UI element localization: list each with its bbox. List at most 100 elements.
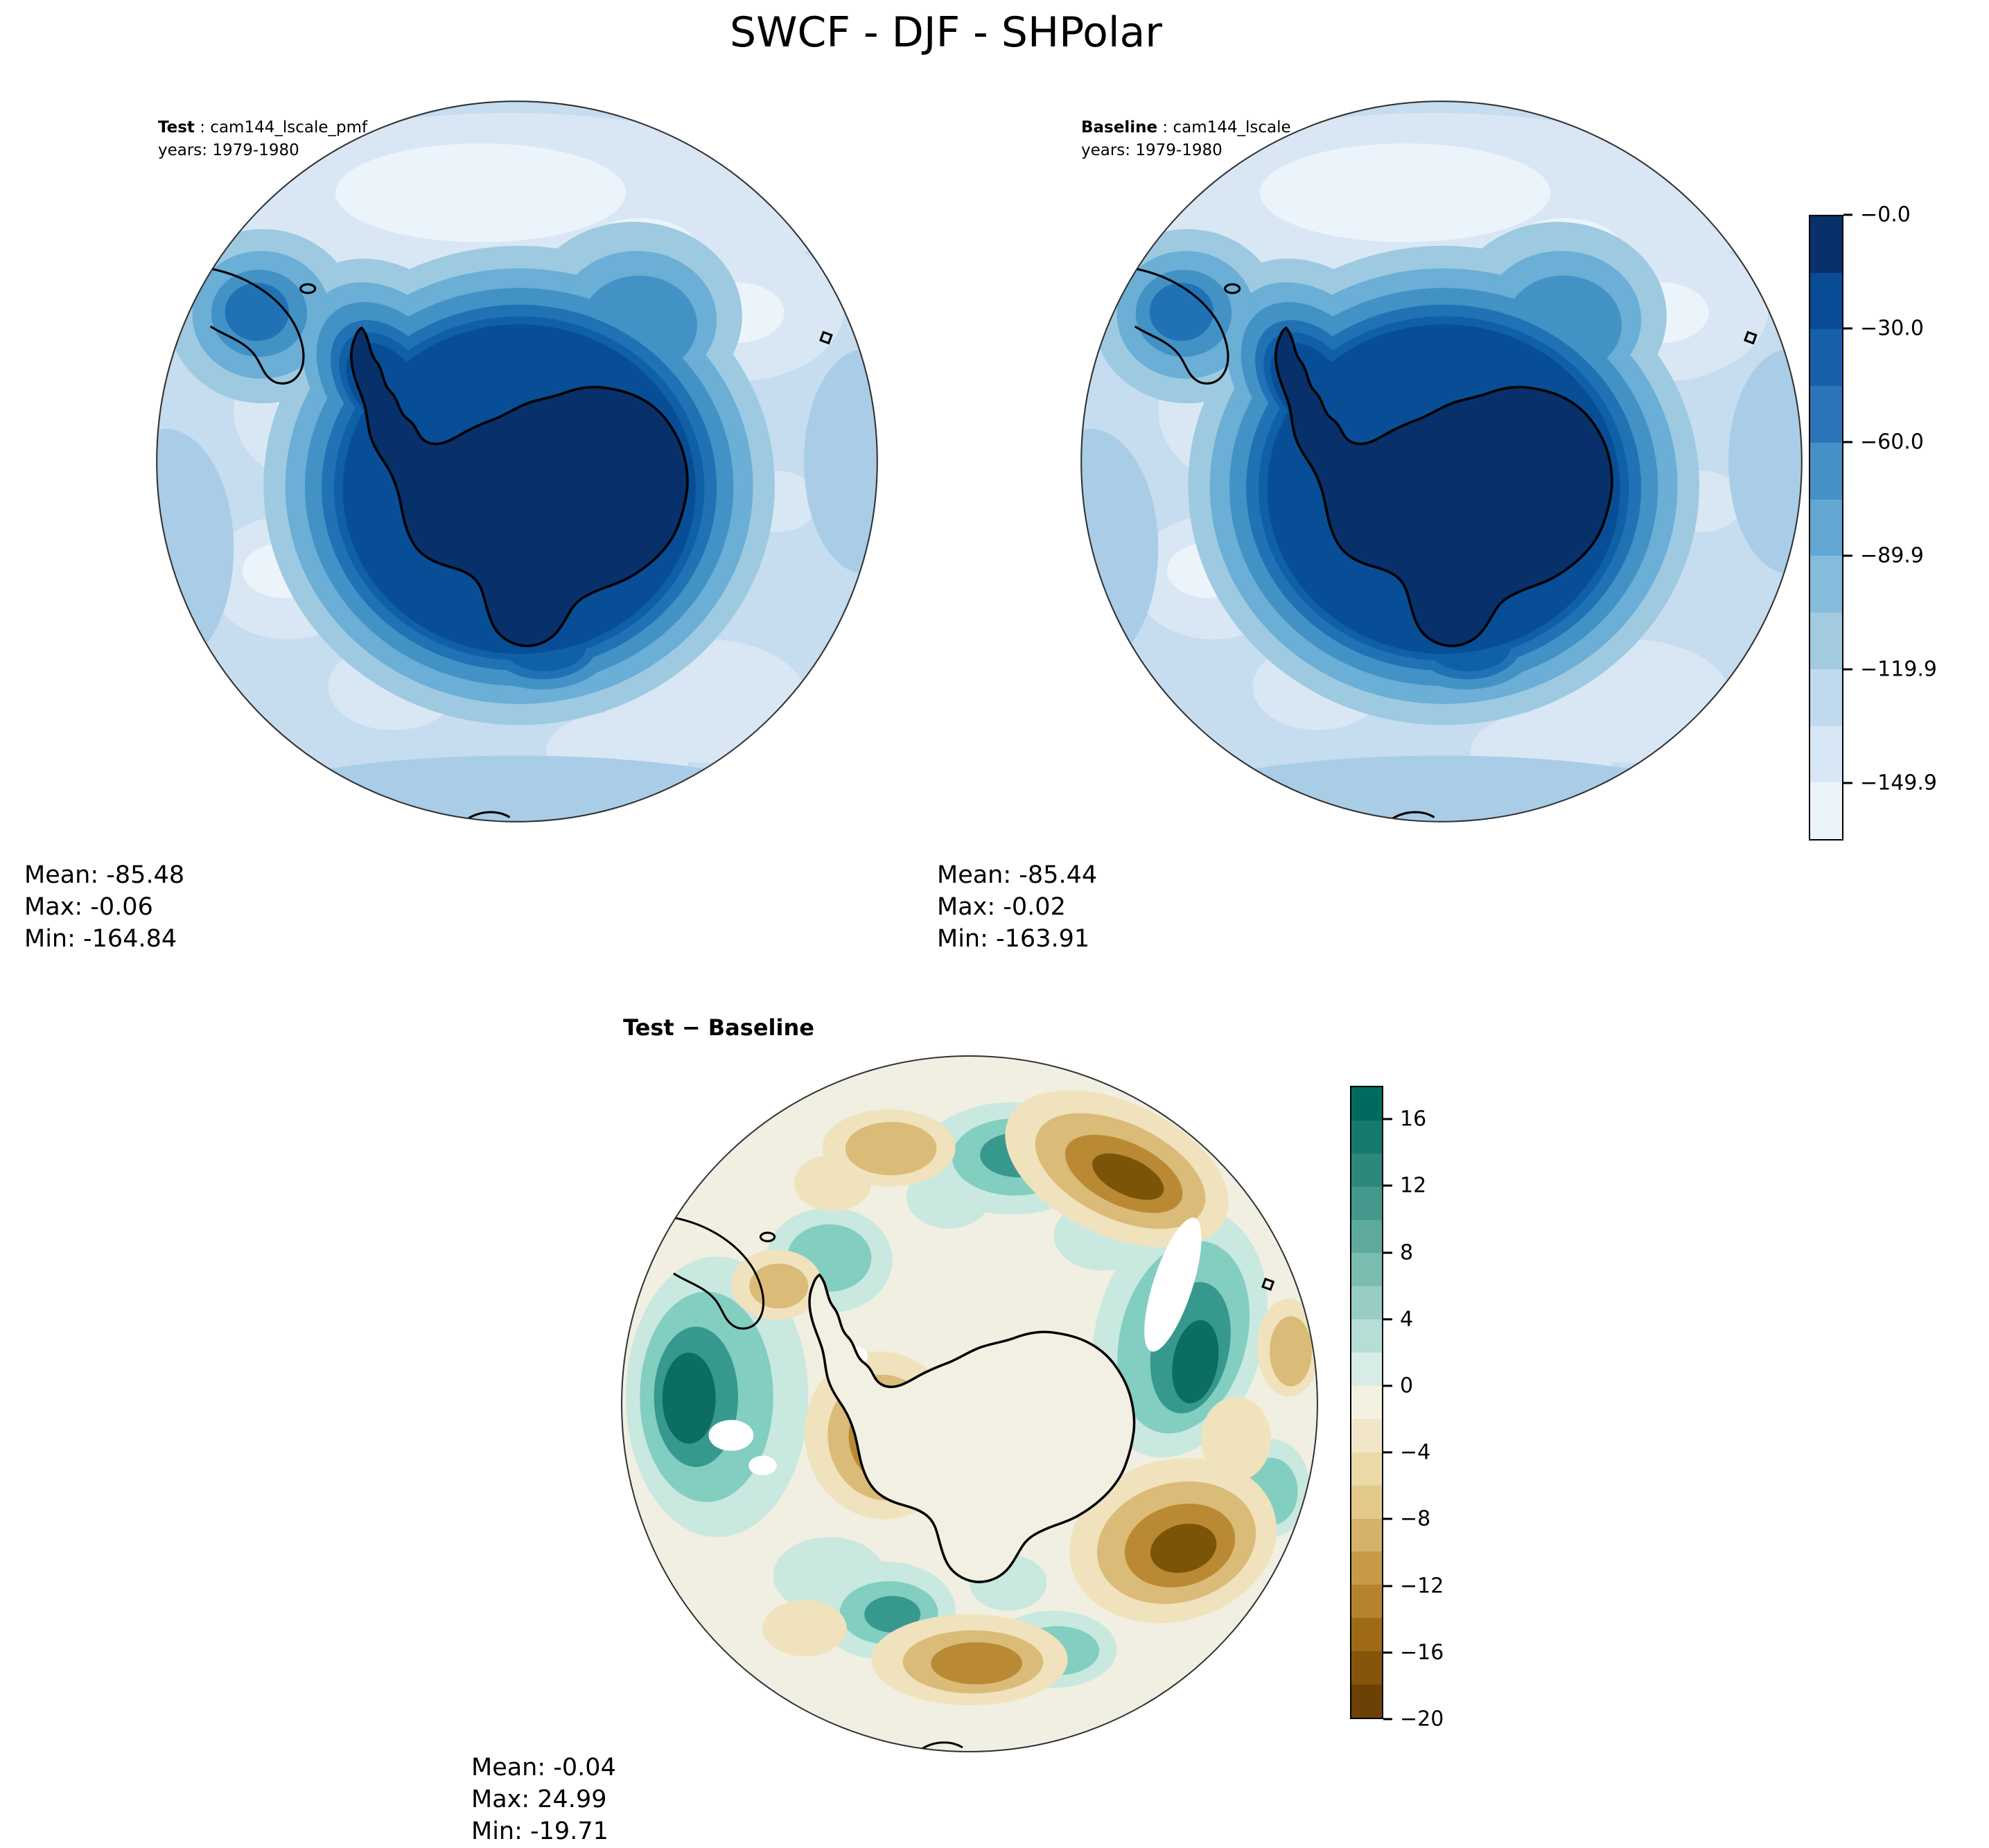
colorbar-segment	[1351, 1186, 1382, 1220]
diff-stats: Mean: -0.04 Max: 24.99 Min: -19.71	[471, 1752, 616, 1847]
colorbar-tick-label: 4	[1400, 1307, 1414, 1332]
colorbar-segment	[1351, 1087, 1382, 1120]
colorbar-segment	[1810, 669, 1842, 726]
main-colorbar-ticks: −0.0 −30.0 −60.0 −89.9 −119.9 −149.9	[1809, 203, 1937, 841]
test-panel-years: years: 1979-1980	[158, 141, 299, 159]
colorbar-tick-mark	[1383, 1118, 1392, 1120]
test-stats: Mean: -85.48 Max: -0.06 Min: -164.84	[24, 859, 184, 955]
colorbar-tick-label: 8	[1400, 1240, 1414, 1265]
diff-map-svg	[621, 1055, 1318, 1752]
coastlines	[1123, 265, 1758, 822]
colorbar-tick: −20	[1383, 1707, 1444, 1732]
baseline-stat-min: Min: -163.91	[937, 925, 1090, 953]
colorbar-tick-mark	[1843, 213, 1852, 216]
colorbar-tick-mark	[1843, 554, 1852, 557]
colorbar-tick-label: −16	[1400, 1640, 1444, 1665]
colorbar-tick-label: −12	[1400, 1574, 1444, 1599]
baseline-stat-max: Max: -0.02	[937, 893, 1066, 921]
map-base	[1081, 101, 1802, 822]
colorbar-segment	[1351, 1485, 1382, 1519]
colorbar-segment	[1351, 1518, 1382, 1552]
diff-stat-max: Max: 24.99	[471, 1786, 607, 1813]
colorbar-segment	[1351, 1153, 1382, 1187]
baseline-panel-header: Baseline : cam144_lscale years: 1979-198…	[1081, 116, 1291, 162]
colorbar-tick-label: −30.0	[1860, 316, 1924, 341]
colorbar-tick: 4	[1383, 1307, 1413, 1331]
baseline-map	[1078, 98, 1805, 825]
baseline-panel-years: years: 1979-1980	[1081, 141, 1223, 159]
test-map-svg	[156, 100, 878, 822]
diff-map	[619, 1053, 1320, 1754]
colorbar-tick-mark	[1843, 441, 1852, 443]
colorbar-tick: −119.9	[1843, 658, 1937, 682]
colorbar-tick-label: −0.0	[1860, 202, 1911, 227]
diff-stat-min: Min: -19.71	[471, 1818, 608, 1845]
colorbar-tick-mark	[1383, 1318, 1392, 1321]
colorbar-segment	[1351, 1253, 1382, 1287]
colorbar-tick-label: 16	[1400, 1107, 1427, 1132]
colorbar-tick: −4	[1383, 1441, 1430, 1465]
diff-colorbar-ticks: 16 12 8 4 0 −4 −8 −12 −16 −20	[1350, 1086, 1444, 1732]
colorbar-tick: −30.0	[1843, 317, 1924, 341]
colorbar-segment	[1810, 499, 1842, 556]
colorbar-segment	[1351, 1286, 1382, 1320]
test-panel-title: Test : cam144_lscale_pmf	[158, 116, 367, 139]
colorbar-tick-label: 12	[1400, 1173, 1427, 1198]
colorbar-segment	[1810, 782, 1842, 840]
test-panel-dataset: : cam144_lscale_pmf	[194, 118, 368, 137]
test-map	[154, 98, 880, 825]
figure-title: SWCF - DJF - SHPolar	[730, 8, 1162, 57]
test-map-svg	[1080, 100, 1803, 822]
colorbar-tick: 12	[1383, 1174, 1426, 1198]
colorbar-tick-label: −89.9	[1860, 543, 1924, 568]
colorbar-segment	[1351, 1120, 1382, 1154]
colorbar-tick-mark	[1383, 1517, 1392, 1520]
diff-map-base	[622, 1056, 1317, 1752]
colorbar-tick-label: −8	[1400, 1506, 1431, 1531]
colorbar-tick-label: −20	[1400, 1707, 1444, 1732]
colorbar-segment	[1810, 725, 1842, 783]
colorbar-segment	[1351, 1651, 1382, 1685]
colorbar-tick: −149.9	[1843, 771, 1937, 795]
antarctica-landmass	[350, 326, 689, 648]
colorbar-tick-mark	[1383, 1718, 1392, 1721]
main-colorbar-gradient	[1809, 215, 1843, 841]
colorbar-segment	[1810, 216, 1842, 273]
baseline-panel-title: Baseline : cam144_lscale	[1081, 116, 1291, 139]
colorbar-segment	[1351, 1418, 1382, 1452]
colorbar-tick-mark	[1383, 1651, 1392, 1654]
colorbar-segment	[1351, 1684, 1382, 1718]
colorbar-segment	[1351, 1386, 1382, 1419]
colorbar-tick: −60.0	[1843, 430, 1924, 455]
diff-colorbar: 16 12 8 4 0 −4 −8 −12 −16 −20	[1350, 1086, 1444, 1732]
colorbar-tick: −0.0	[1843, 203, 1911, 227]
map-base	[157, 101, 877, 822]
antarctica-outline	[808, 1274, 1136, 1583]
colorbar-tick-mark	[1843, 782, 1852, 784]
colorbar-tick-mark	[1383, 1451, 1392, 1454]
test-panel-label: Test	[158, 118, 195, 137]
test-panel-header: Test : cam144_lscale_pmf years: 1979-198…	[158, 116, 367, 162]
main-colorbar: −0.0 −30.0 −60.0 −89.9 −119.9 −149.9	[1809, 203, 1937, 841]
colorbar-tick-mark	[1383, 1184, 1392, 1187]
test-stat-min: Min: -164.84	[24, 925, 177, 953]
colorbar-tick-label: 0	[1400, 1373, 1414, 1398]
colorbar-tick: −8	[1383, 1507, 1430, 1531]
baseline-panel-label: Baseline	[1081, 118, 1158, 137]
colorbar-segment	[1810, 613, 1842, 669]
baseline-stat-mean: Mean: -85.44	[937, 861, 1098, 889]
colorbar-tick-mark	[1843, 668, 1852, 671]
test-stat-mean: Mean: -85.48	[24, 861, 185, 889]
colorbar-segment	[1810, 386, 1842, 443]
coastlines	[198, 265, 833, 822]
colorbar-tick-mark	[1383, 1251, 1392, 1254]
test-stat-max: Max: -0.06	[24, 893, 153, 921]
colorbar-segment	[1810, 329, 1842, 387]
baseline-panel-dataset: : cam144_lscale	[1157, 118, 1291, 137]
colorbar-tick: −12	[1383, 1574, 1444, 1598]
colorbar-tick: 8	[1383, 1240, 1413, 1265]
colorbar-tick: −89.9	[1843, 543, 1924, 567]
colorbar-segment	[1351, 1220, 1382, 1253]
baseline-stats: Mean: -85.44 Max: -0.02 Min: -163.91	[937, 859, 1097, 955]
colorbar-tick-label: −119.9	[1860, 657, 1938, 682]
